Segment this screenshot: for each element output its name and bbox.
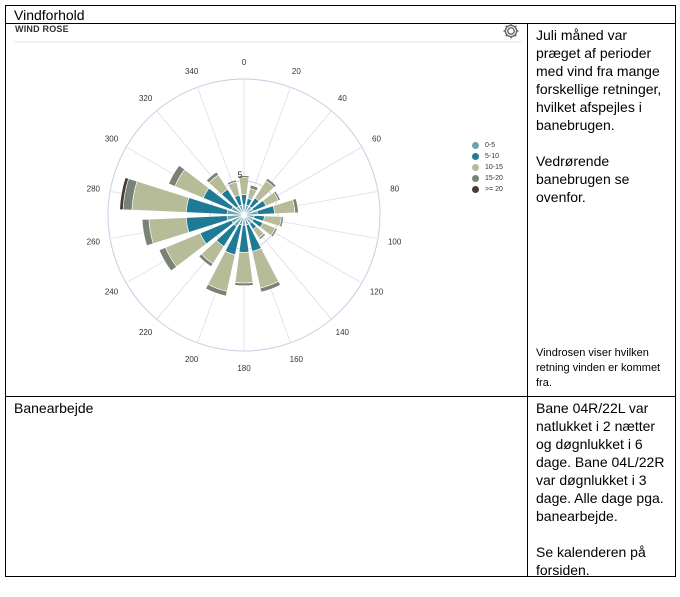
row1-side-paragraph: Juli måned var præget af perioder med vi…	[536, 27, 662, 133]
wedge-200-series-3	[205, 283, 228, 297]
legend-item: 5-10	[472, 151, 503, 162]
legend-label: 0-5	[485, 142, 496, 149]
direction-label: 140	[336, 328, 350, 337]
direction-label: 180	[237, 364, 251, 373]
gear-icon[interactable]	[502, 22, 520, 40]
legend-swatch	[472, 186, 479, 193]
direction-label: 20	[292, 67, 301, 76]
direction-label: 60	[372, 135, 381, 144]
row2-title: Banearbejde	[14, 400, 94, 416]
legend-item: 10-15	[472, 162, 503, 173]
row2-side-paragraph: Se kalenderen på forsiden.	[536, 544, 646, 578]
direction-label: 100	[388, 238, 402, 247]
wedge-260-series-2	[148, 217, 190, 245]
direction-label: 40	[338, 94, 347, 103]
direction-label: 160	[290, 355, 304, 364]
direction-label: 200	[185, 355, 199, 364]
wind-rose-panel: 0 20 40 60 80 100 120 140 160 180 200 220 240 260 280 3…	[12, 22, 524, 394]
legend-item: >= 20	[472, 184, 503, 195]
legend-swatch	[472, 164, 479, 171]
wind-rose-chart: 0 20 40 60 80 100 120 140 160 180 200 220 240 260 280 3…	[14, 41, 522, 373]
wedge-0-series-2	[238, 177, 250, 196]
legend-label: 10-15	[485, 164, 503, 171]
table-frame	[5, 5, 676, 577]
column-divider-row1	[527, 23, 528, 396]
wedge-160-series-3	[259, 280, 281, 293]
direction-label: 80	[390, 184, 399, 193]
legend-swatch	[472, 153, 479, 160]
direction-label: 220	[139, 328, 153, 337]
row2-side-paragraph: Bane 04R/22L var natlukket i 2 nætter og…	[536, 400, 665, 524]
legend-swatch	[472, 175, 479, 182]
direction-label: 320	[139, 94, 153, 103]
wedge-160-series-2	[251, 247, 279, 289]
legend-label: >= 20	[485, 186, 503, 193]
row1-side-text: Juli måned var præget af perioder med vi…	[536, 26, 672, 224]
wedge-320-series-3	[205, 171, 219, 184]
wedge-20-series-3	[249, 184, 259, 192]
legend-item: 15-20	[472, 173, 503, 184]
wedge-120-series-3	[270, 227, 278, 238]
chart-title: WIND ROSE	[15, 24, 69, 34]
row1-side-paragraph: Vedrørende banebrugen se ovenfor.	[536, 153, 630, 205]
wedge-180-series-2	[234, 251, 254, 284]
row1-side-note: Vindrosen viser hvilken retning vinden e…	[536, 347, 661, 389]
direction-label: 240	[105, 288, 119, 297]
wedge-0-series-3	[238, 175, 250, 179]
wedge-80-series-3	[292, 198, 299, 214]
row1-title: Vindforhold	[14, 7, 85, 23]
legend-label: 15-20	[485, 175, 503, 182]
wedge-100-series-3	[279, 216, 284, 228]
wedge-300-series-3	[168, 164, 186, 187]
direction-label: 0	[242, 58, 247, 67]
wedge-140-series-3	[258, 232, 266, 241]
row1-header-divider	[5, 23, 676, 24]
wedge-60-series-3	[273, 190, 281, 202]
wedge-0-series-1	[241, 194, 247, 206]
radial-tick-label: 5	[237, 170, 242, 180]
chart-legend: 0-5 5-10 10-15 15-20 >= 20	[472, 140, 503, 195]
wedge-240-series-3	[158, 247, 177, 272]
wedge-220-series-3	[198, 253, 214, 268]
wedge-280-series-4	[119, 177, 129, 211]
direction-label: 300	[105, 135, 119, 144]
column-divider-row2	[527, 396, 528, 577]
direction-label: 260	[87, 238, 101, 247]
direction-label: 120	[370, 288, 384, 297]
direction-label: 340	[185, 67, 199, 76]
wedge-40-series-3	[265, 177, 277, 188]
legend-item: 0-5	[472, 140, 503, 151]
direction-label: 280	[87, 184, 101, 193]
wedge-180-series-3	[234, 282, 254, 287]
row2-side-text: Bane 04R/22L var natlukket i 2 nætter og…	[536, 399, 672, 597]
legend-swatch	[472, 142, 479, 149]
wedge-260-series-3	[141, 218, 154, 247]
row-divider	[5, 396, 676, 397]
legend-label: 5-10	[485, 153, 500, 160]
wedge-340-series-3	[226, 179, 237, 186]
